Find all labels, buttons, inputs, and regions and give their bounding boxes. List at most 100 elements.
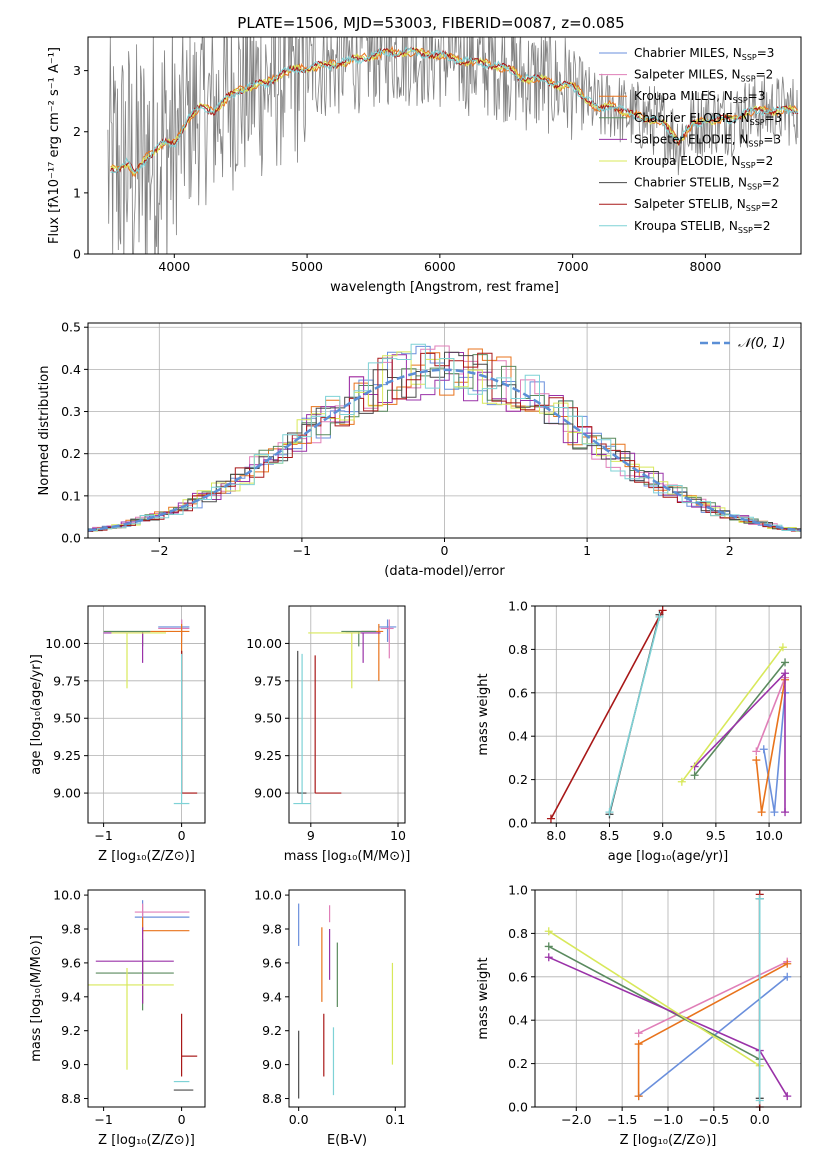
legend-model-name: Chabrier MILES	[634, 46, 725, 60]
legend-nssp-label: , N	[724, 154, 741, 168]
ticks: 9 10 9.00 9.25 9.50 9.75 10.00	[246, 636, 406, 843]
legend-ssp-subscript: SSP	[748, 139, 763, 148]
legend-ssp-subscript: SSP	[741, 75, 756, 84]
weight-marker	[778, 643, 787, 652]
legend-nssp-eq: =	[756, 154, 766, 168]
y-tick-label: 0	[73, 247, 81, 262]
weight-marker	[783, 1092, 792, 1101]
x-axis-label: Z [log₁₀(Z/Z⊙)]	[98, 849, 195, 864]
model-spectrum	[110, 46, 799, 174]
x-tick-label: −0.5	[699, 1112, 729, 1127]
x-tick-label: −1.5	[607, 1112, 637, 1127]
weight-marker	[770, 808, 779, 817]
weight-line	[681, 646, 784, 783]
legend-ssp-subscript: SSP	[750, 118, 765, 127]
x-tick-label: 8.0	[546, 828, 566, 843]
legend-nssp-label: , N	[724, 68, 741, 82]
x-tick-label: 0	[441, 543, 449, 558]
x-tick-label: −1.0	[653, 1112, 683, 1127]
y-tick-label: 10.00	[246, 636, 282, 651]
axes-frame	[288, 605, 406, 824]
weight-marker	[605, 808, 614, 817]
legend-nssp-eq: =	[761, 197, 771, 211]
legend-entry: Salpeter ELODIE, NSSP=3	[634, 132, 781, 148]
weight-marker	[544, 927, 553, 936]
weight-line	[755, 677, 786, 752]
x-tick-label: 5000	[291, 259, 323, 274]
y-tick-label: 10.0	[254, 888, 282, 903]
x-tick-label: 0.0	[750, 1112, 770, 1127]
errorbar-point	[181, 1013, 198, 1077]
weight-line	[638, 960, 788, 1034]
legend-nssp-label: , N	[716, 89, 733, 103]
y-tick-label: 9.75	[254, 673, 282, 688]
y-axis-label: Normed distribution	[37, 366, 52, 496]
y-tick-label: 0.0	[508, 816, 528, 831]
y-tick-label: 8.8	[61, 1091, 81, 1106]
y-tick-label: 9.2	[262, 1023, 282, 1038]
y-tick-label: 0.0	[508, 1100, 528, 1115]
legend-ssp-subscript: SSP	[741, 161, 756, 170]
x-tick-label: 9.0	[653, 828, 673, 843]
weight-marker	[759, 745, 768, 754]
panel-mass_vs_Z: −1 0 8.8 9.0 9.2 9.4 9.6 9.8 10.0 Z [log₁₀(Z/Z⊙)]…	[29, 888, 205, 1148]
y-tick-label: 9.25	[53, 748, 81, 763]
y-tick-label: 0.4	[508, 1013, 528, 1028]
series-layer	[107, 37, 799, 254]
weight-marker	[752, 756, 761, 765]
y-tick-label: 9.0	[262, 1057, 282, 1072]
axes-frame	[87, 889, 206, 1108]
errorbar-point	[341, 630, 377, 647]
axes-frame	[288, 889, 406, 1108]
x-tick-label: −2	[150, 543, 168, 558]
errorbar-point	[314, 655, 342, 794]
legend-nssp-label: , N	[721, 219, 738, 233]
legend-nssp-eq: =	[763, 132, 773, 146]
legend-nssp-value: 2	[771, 197, 779, 211]
legend-nssp-eq: =	[765, 111, 775, 125]
spectrum-lines	[107, 37, 799, 254]
legend-model-name: Salpeter STELIB	[634, 197, 729, 211]
x-tick-label: 9	[307, 828, 315, 843]
legend-model-name: Kroupa STELIB	[634, 219, 721, 233]
legend-nssp-eq: =	[753, 219, 763, 233]
y-tick-label: 1	[73, 185, 81, 200]
y-tick-label: 0.3	[61, 404, 81, 419]
y-axis-label: mass [log₁₀(M/M⊙)]	[29, 935, 44, 1062]
weight-marker	[634, 1040, 643, 1049]
y-tick-label: 9.00	[254, 786, 282, 801]
panel-weight_vs_Z: −2.0 −1.5 −1.0 −0.5 0.0 0.0 0.2 0.4 0.6 0.8 1.0 Z […	[476, 883, 801, 1148]
y-tick-label: 9.50	[53, 711, 81, 726]
y-tick-label: 1.0	[508, 883, 528, 898]
y-tick-label: 9.50	[254, 711, 282, 726]
weight-marker	[783, 972, 792, 981]
x-tick-label: 9.5	[706, 828, 726, 843]
legend-nssp-value: 3	[773, 132, 781, 146]
weight-marker	[544, 942, 553, 951]
figure-title: PLATE=1506, MJD=53003, FIBERID=0087, z=0…	[237, 14, 624, 32]
legend-entry: Chabrier MILES, NSSP=3	[634, 46, 774, 62]
normal-reference-curve	[88, 368, 801, 532]
y-tick-label: 0.2	[508, 772, 528, 787]
axes-frame	[87, 605, 206, 824]
y-tick-label: 0.4	[508, 729, 528, 744]
y-tick-label: 0.0	[61, 531, 81, 546]
legend-entry: Salpeter MILES, NSSP=2	[634, 68, 773, 84]
x-axis-label: E(B-V)	[327, 1133, 367, 1148]
weight-marker	[655, 612, 664, 621]
x-axis-label: Z [log₁₀(Z/Z⊙)]	[620, 1133, 717, 1148]
y-tick-label: 2	[73, 124, 81, 139]
y-tick-label: 9.75	[53, 673, 81, 688]
weight-line	[548, 930, 761, 1067]
x-axis-label: Z [log₁₀(Z/Z⊙)]	[98, 1133, 195, 1148]
y-tick-label: 9.6	[262, 955, 282, 970]
ticks: −1 0 8.8 9.0 9.2 9.4 9.6 9.8 10.0	[53, 888, 185, 1127]
x-tick-label: 8000	[689, 259, 721, 274]
series-layer	[88, 900, 198, 1091]
x-tick-label: 1	[583, 543, 591, 558]
legend-nssp-label: , N	[733, 111, 750, 125]
ticks: 8.0 8.5 9.0 9.5 10.0 0.0 0.2 0.4 0.6 0.8 1.0	[508, 599, 783, 844]
